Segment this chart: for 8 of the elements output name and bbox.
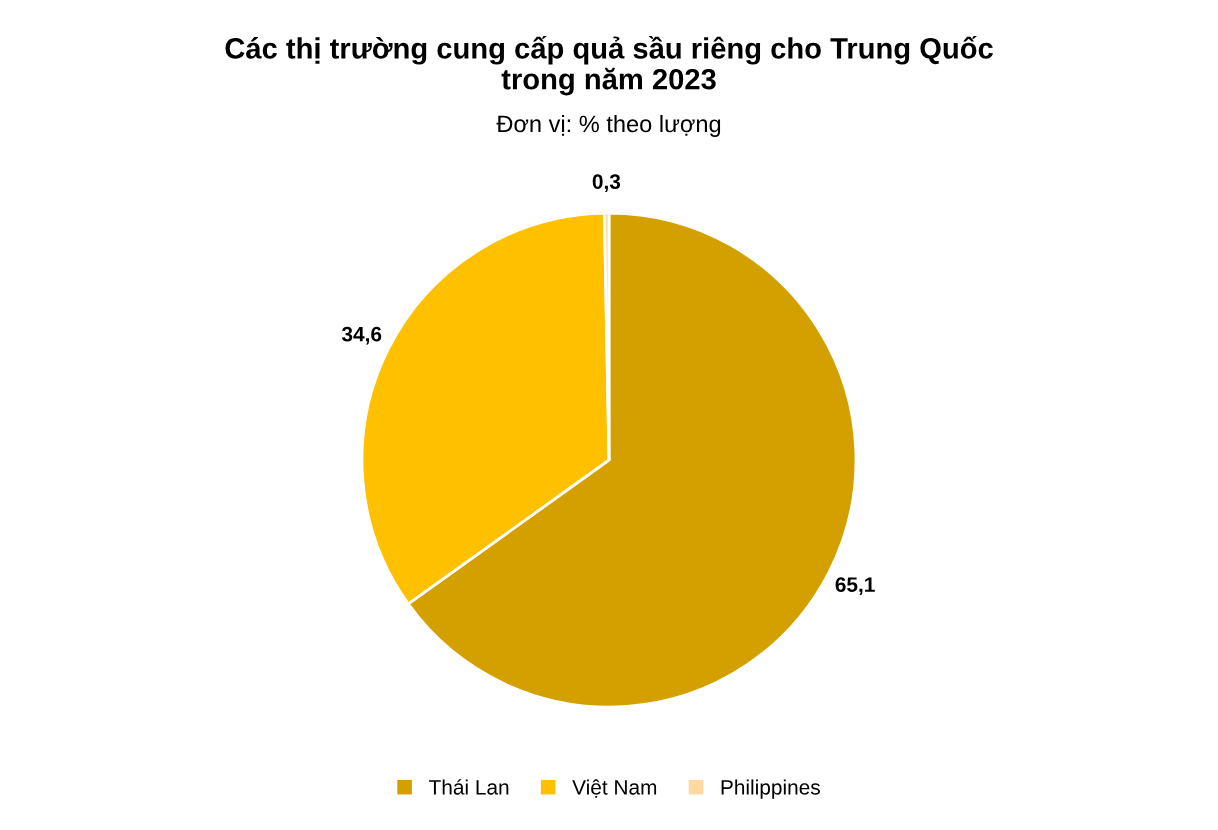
legend-label: Thái Lan — [429, 779, 509, 795]
legend-label: Việt Nam — [572, 779, 657, 798]
data-label: 0,3 — [592, 174, 621, 192]
data-label: 65,1 — [835, 577, 875, 595]
legend-label: Philippines — [721, 779, 820, 799]
chart-title: Các thị trường cung cấp quả sầu riêng cho Trung Quốc trong năm 2023 — [225, 36, 993, 96]
chart-subtitle: Đơn vị: % theo lượng — [496, 114, 721, 137]
data-label: 34,6 — [341, 326, 382, 345]
